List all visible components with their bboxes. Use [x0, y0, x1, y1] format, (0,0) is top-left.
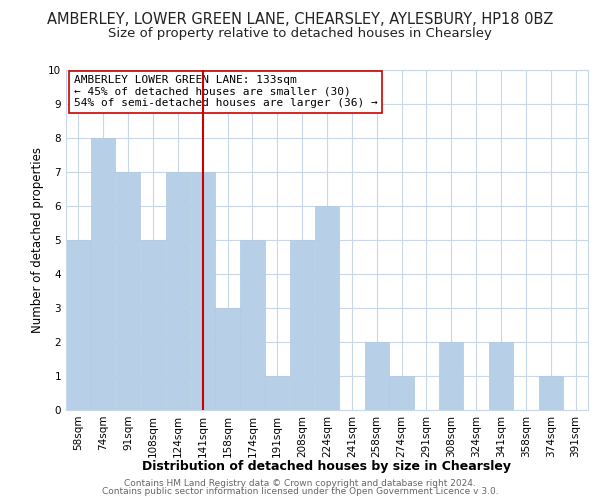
Bar: [91, 138, 115, 410]
Bar: [489, 342, 513, 410]
Text: AMBERLEY, LOWER GREEN LANE, CHEARSLEY, AYLESBURY, HP18 0BZ: AMBERLEY, LOWER GREEN LANE, CHEARSLEY, A…: [47, 12, 553, 28]
Text: Contains public sector information licensed under the Open Government Licence v : Contains public sector information licen…: [101, 487, 499, 496]
X-axis label: Distribution of detached houses by size in Chearsley: Distribution of detached houses by size …: [143, 460, 511, 473]
Bar: [240, 240, 265, 410]
Bar: [66, 240, 91, 410]
Bar: [365, 342, 389, 410]
Bar: [290, 240, 314, 410]
Bar: [439, 342, 463, 410]
Text: Contains HM Land Registry data © Crown copyright and database right 2024.: Contains HM Land Registry data © Crown c…: [124, 478, 476, 488]
Bar: [539, 376, 563, 410]
Y-axis label: Number of detached properties: Number of detached properties: [31, 147, 44, 333]
Text: Size of property relative to detached houses in Chearsley: Size of property relative to detached ho…: [108, 28, 492, 40]
Bar: [116, 172, 140, 410]
Bar: [389, 376, 414, 410]
Text: AMBERLEY LOWER GREEN LANE: 133sqm
← 45% of detached houses are smaller (30)
54% : AMBERLEY LOWER GREEN LANE: 133sqm ← 45% …: [74, 75, 377, 108]
Bar: [265, 376, 289, 410]
Bar: [315, 206, 339, 410]
Bar: [166, 172, 190, 410]
Bar: [191, 172, 215, 410]
Bar: [215, 308, 240, 410]
Bar: [141, 240, 165, 410]
